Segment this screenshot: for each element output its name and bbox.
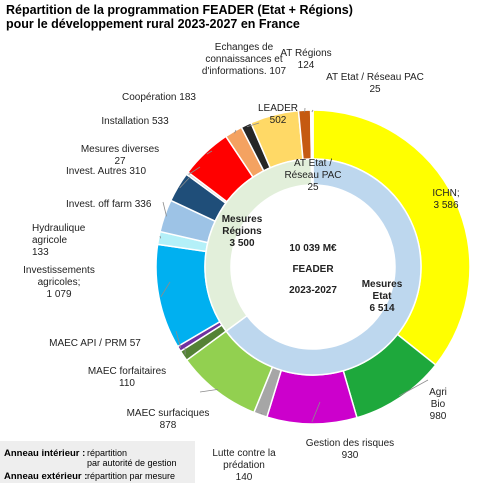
leader-line <box>246 122 260 128</box>
legend-outer-desc: répartition par mesure <box>87 471 176 481</box>
legend-box: Anneau intérieur : répartition par autor… <box>0 441 195 483</box>
leader-line <box>160 281 171 297</box>
leader-line <box>188 166 201 175</box>
center-fund: FEADER <box>292 264 334 275</box>
leader-lines <box>159 107 429 423</box>
outer-label-leader: LEADER 502 <box>258 103 298 126</box>
inner-label-mesures-etat: Mesures Etat 6 514 <box>362 279 403 314</box>
outer-label-ichn: ICHN; 3 586 <box>432 188 459 211</box>
leader-line <box>234 129 237 134</box>
outer-label-at-etat-reseau-pac: AT Etat / Réseau PAC 25 <box>326 72 424 95</box>
leader-line <box>162 201 167 217</box>
outer-slice-at-etat-reseau-pac <box>309 109 314 160</box>
outer-label-gestion-des-risques: Gestion des risques 930 <box>306 438 394 461</box>
chart-title-line2: pour le développement rural 2023-2027 en… <box>6 17 300 31</box>
leader-line <box>399 379 429 397</box>
inner-label-at-etat-reseau-pac: AT Etat / Réseau PAC 25 <box>284 158 341 193</box>
inner-slice-at-etat-reseau-pac <box>310 158 314 186</box>
outer-labels: ICHN; 3 586 Agri Bio 980 Gestion des risques 9… <box>23 42 459 483</box>
center-text: 10 039 M€ FEADER 2023-2027 <box>289 243 337 296</box>
outer-label-at-regions: AT Régions 124 <box>280 48 331 71</box>
outer-label-maec-surfaciques: MAEC surfaciques 878 <box>127 408 210 431</box>
leader-line <box>311 401 321 423</box>
outer-label-maec-forfaitaires: MAEC forfaitaires 110 <box>88 366 166 389</box>
leader-line <box>206 150 213 155</box>
inner-ring <box>204 158 422 376</box>
outer-label-invest-off-farm: Invest. off farm 336 <box>66 199 152 210</box>
outer-slice-gestion-des-risques <box>265 369 358 425</box>
outer-label-maec-api-prm: MAEC API / PRM 57 <box>49 338 141 349</box>
outer-label-installation: Installation 533 <box>101 116 169 127</box>
inner-label-mesures-regions: Mesures Régions 3 500 <box>222 214 263 249</box>
outer-label-agri-bio: Agri Bio 980 <box>429 387 447 422</box>
leader-line <box>199 388 218 393</box>
legend-inner-desc2: par autorité de gestion <box>87 458 177 468</box>
center-total: 10 039 M€ <box>289 243 337 254</box>
outer-label-hydraulique-agricole: Hydraulique agricole 133 <box>32 223 86 258</box>
chart-title-line1: Répartition de la programmation FEADER (… <box>6 3 353 17</box>
leader-line <box>311 109 314 113</box>
legend-inner-label: Anneau intérieur : <box>4 448 86 459</box>
leader-line <box>159 235 162 239</box>
outer-label-echanges-de-connaissances-et-d-informations: Echanges de connaissances et d'information… <box>202 42 287 77</box>
outer-label-mesures-diverses: Mesures diverses 27 <box>81 144 159 167</box>
leader-line <box>175 330 182 348</box>
legend-inner-desc1: répartition <box>87 448 128 458</box>
outer-label-invest-autres: Invest. Autres 310 <box>66 166 146 177</box>
leader-line <box>179 176 191 189</box>
outer-label-investissements-agricoles: Investissements agricoles; 1 079 <box>23 265 95 300</box>
outer-label-lutte-contre-la-predation: Lutte contre la prédation 140 <box>212 448 276 483</box>
legend-outer-label: Anneau extérieur : <box>4 471 88 482</box>
leader-line <box>260 412 263 415</box>
outer-label-cooperation: Coopération 183 <box>122 92 196 103</box>
inner-slice-mesures-etat <box>225 158 422 376</box>
inner-labels: Mesures Etat 6 514 Mesures Régions 3 500 AT Et… <box>222 158 403 314</box>
center-period: 2023-2027 <box>289 285 337 296</box>
outer-ring <box>155 109 471 425</box>
